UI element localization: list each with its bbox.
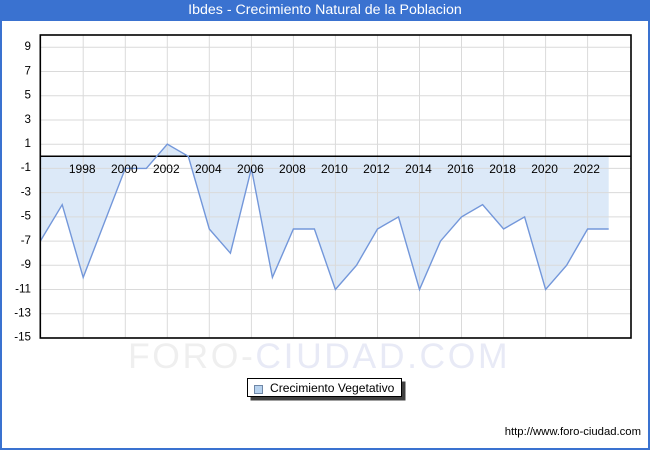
svg-text:7: 7 bbox=[25, 64, 31, 77]
svg-text:-7: -7 bbox=[21, 234, 31, 247]
svg-text:2010: 2010 bbox=[321, 162, 348, 176]
svg-text:3: 3 bbox=[25, 113, 31, 126]
svg-text:-5: -5 bbox=[21, 210, 31, 223]
svg-text:-15: -15 bbox=[14, 331, 31, 344]
svg-text:-3: -3 bbox=[21, 185, 31, 198]
svg-text:2012: 2012 bbox=[363, 162, 390, 176]
svg-text:-1: -1 bbox=[21, 161, 31, 174]
svg-text:2022: 2022 bbox=[573, 162, 600, 176]
svg-text:2008: 2008 bbox=[279, 162, 306, 176]
svg-text:2002: 2002 bbox=[153, 162, 180, 176]
svg-text:-9: -9 bbox=[21, 258, 31, 271]
svg-text:-13: -13 bbox=[14, 307, 31, 320]
svg-text:2004: 2004 bbox=[195, 162, 222, 176]
svg-text:2016: 2016 bbox=[447, 162, 474, 176]
svg-text:2020: 2020 bbox=[531, 162, 558, 176]
svg-text:-11: -11 bbox=[15, 282, 31, 295]
svg-text:2014: 2014 bbox=[405, 162, 432, 176]
svg-text:2018: 2018 bbox=[489, 162, 516, 176]
svg-text:5: 5 bbox=[25, 89, 31, 102]
svg-text:1998: 1998 bbox=[69, 162, 96, 176]
svg-text:9: 9 bbox=[25, 40, 31, 53]
svg-text:2000: 2000 bbox=[111, 162, 138, 176]
svg-text:2006: 2006 bbox=[237, 162, 264, 176]
svg-text:1: 1 bbox=[25, 137, 31, 150]
svg-text:FORO-CIUDAD.COM: FORO-CIUDAD.COM bbox=[128, 336, 510, 376]
